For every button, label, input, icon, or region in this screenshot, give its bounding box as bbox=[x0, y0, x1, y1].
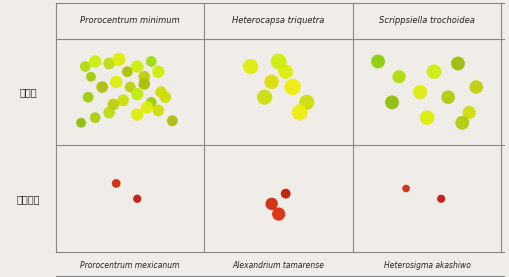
Point bbox=[126, 85, 134, 89]
Point bbox=[133, 112, 142, 117]
Point bbox=[91, 59, 99, 64]
Point bbox=[143, 105, 151, 110]
Point bbox=[157, 90, 165, 94]
Point bbox=[133, 92, 142, 96]
Point bbox=[77, 120, 85, 125]
Point bbox=[115, 57, 123, 61]
Point bbox=[465, 110, 473, 115]
Text: Prorocentrum minimum: Prorocentrum minimum bbox=[80, 16, 180, 25]
Point bbox=[84, 95, 92, 99]
Point bbox=[268, 202, 276, 206]
Point bbox=[98, 85, 106, 89]
Point bbox=[81, 64, 90, 69]
Point bbox=[112, 80, 120, 84]
Point bbox=[87, 75, 95, 79]
Point bbox=[91, 116, 99, 120]
Text: Heterocapsa triquetra: Heterocapsa triquetra bbox=[233, 16, 325, 25]
Point bbox=[140, 75, 148, 79]
Point bbox=[416, 90, 424, 94]
Text: Scrippsiella trochoidea: Scrippsiella trochoidea bbox=[379, 16, 475, 25]
Point bbox=[458, 120, 466, 125]
Point bbox=[147, 100, 155, 104]
Point bbox=[133, 64, 142, 69]
Point bbox=[161, 95, 169, 99]
Point bbox=[374, 59, 382, 64]
Point bbox=[454, 61, 462, 66]
Point bbox=[133, 197, 142, 201]
Point bbox=[296, 110, 304, 115]
Point bbox=[154, 108, 162, 113]
Point bbox=[402, 186, 410, 191]
Point bbox=[423, 116, 431, 120]
Point bbox=[275, 59, 283, 64]
Text: 근연종: 근연종 bbox=[19, 87, 37, 97]
Text: Alexandrium tamarense: Alexandrium tamarense bbox=[233, 261, 325, 270]
Point bbox=[444, 95, 453, 99]
Point bbox=[105, 61, 113, 66]
Point bbox=[303, 100, 311, 104]
Point bbox=[112, 181, 120, 186]
Point bbox=[437, 197, 445, 201]
Point bbox=[109, 102, 118, 107]
Point bbox=[140, 82, 148, 86]
Point bbox=[246, 64, 254, 69]
Point bbox=[388, 100, 396, 104]
Point bbox=[168, 119, 177, 123]
Text: Prorocentrum mexicanum: Prorocentrum mexicanum bbox=[80, 261, 180, 270]
Point bbox=[281, 70, 290, 74]
Point bbox=[275, 212, 283, 216]
Text: 종특이성: 종특이성 bbox=[16, 194, 40, 204]
Point bbox=[472, 85, 480, 89]
Point bbox=[147, 59, 155, 64]
Point bbox=[289, 85, 297, 89]
Point bbox=[154, 70, 162, 74]
Point bbox=[281, 191, 290, 196]
Point bbox=[123, 70, 131, 74]
Point bbox=[430, 70, 438, 74]
Text: Heterosigma akashiwo: Heterosigma akashiwo bbox=[384, 261, 471, 270]
Point bbox=[119, 98, 127, 102]
Point bbox=[261, 95, 269, 99]
Point bbox=[395, 75, 403, 79]
Point bbox=[105, 110, 113, 115]
Point bbox=[268, 80, 276, 84]
